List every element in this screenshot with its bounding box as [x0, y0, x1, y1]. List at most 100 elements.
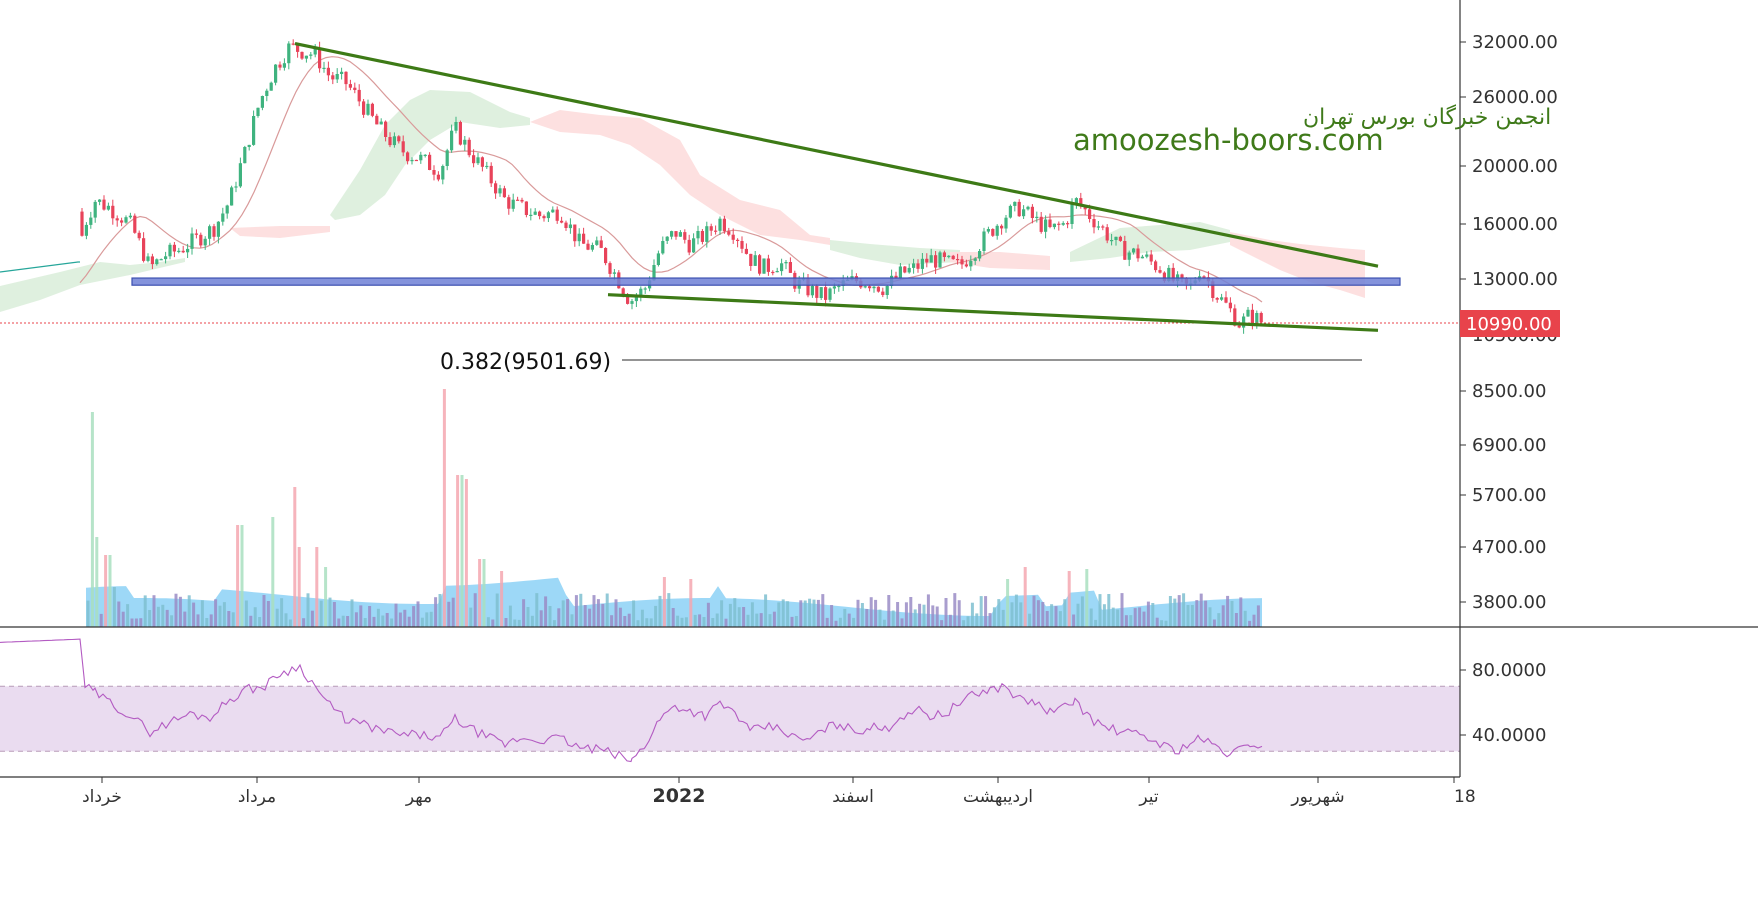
volume-bar [979, 596, 983, 627]
volume-bar [1120, 593, 1124, 627]
volume-bar [566, 599, 570, 627]
candle-body [1088, 209, 1092, 219]
volume-bar [288, 619, 292, 627]
candle-body [384, 121, 388, 137]
volume-bar [759, 613, 763, 627]
candle-body [181, 250, 185, 253]
price-tick-label: 8500.00 [1472, 381, 1546, 402]
candle-body [1162, 272, 1166, 281]
candle-body [771, 271, 775, 274]
volume-bar [126, 604, 130, 627]
support-zone [131, 277, 1401, 286]
volume-bar [412, 606, 416, 627]
volume-bar [539, 610, 543, 627]
candle-body [441, 166, 445, 180]
candle-body [621, 288, 625, 296]
volume-bar [121, 611, 125, 627]
candle-body [208, 226, 212, 239]
volume-bar [95, 537, 99, 627]
candle-body [199, 234, 203, 246]
volume-bar [420, 617, 424, 627]
volume-bar [271, 517, 275, 627]
candle-body [458, 122, 462, 145]
candle-body [1110, 240, 1114, 242]
volume-bar [258, 617, 262, 627]
volume-bar [724, 618, 728, 627]
candle-body [326, 67, 330, 76]
volume-bar [236, 525, 240, 627]
cloud-segment-6 [1230, 232, 1365, 298]
volume-bar [900, 618, 904, 627]
volume-bar [715, 613, 719, 627]
base-line [79, 56, 1263, 303]
volume-bar [451, 597, 455, 627]
volume-bar [772, 611, 776, 627]
candle-body [1220, 297, 1224, 300]
candle-body [1039, 216, 1043, 232]
volume-bar [728, 603, 732, 627]
volume-bar [1085, 569, 1089, 627]
candle-body [1154, 261, 1158, 271]
candle-body [353, 87, 357, 90]
candle-body [243, 147, 247, 164]
volume-bar [262, 595, 266, 627]
volume-bar [143, 595, 147, 627]
candle-body [986, 229, 990, 232]
price-tick-label: 3800.00 [1472, 592, 1546, 613]
candle-body [133, 215, 137, 233]
volume-bar [601, 603, 605, 627]
candle-body [590, 245, 594, 250]
volume-bar [183, 611, 187, 627]
candle-body [1202, 276, 1206, 278]
volume-bar [275, 608, 279, 627]
candle-body [1048, 219, 1052, 227]
candle-body [247, 144, 251, 147]
volume-bar [944, 598, 948, 627]
candle-body [335, 74, 339, 80]
volume-bar [693, 614, 697, 627]
volume-bar [425, 612, 429, 627]
volume-bar [636, 620, 640, 627]
volume-bar [940, 620, 944, 627]
candle-body [84, 224, 88, 236]
candle-body [665, 236, 669, 241]
volume-bar [764, 594, 768, 627]
candle-body [700, 231, 704, 242]
candle-body [485, 165, 489, 168]
volume-bar [891, 610, 895, 627]
candle-body [379, 121, 383, 125]
candle-body [678, 232, 682, 237]
trendline-lower [607, 293, 1379, 332]
candle-body [1237, 325, 1241, 328]
volume-bar [456, 475, 460, 627]
volume-bar [253, 607, 257, 627]
candle-body [722, 218, 726, 232]
x-tick-label: 18 [1454, 787, 1476, 807]
volume-bar [953, 593, 957, 627]
volume-bar [1058, 611, 1062, 627]
candle-body [115, 218, 119, 221]
volume-bar [372, 616, 376, 627]
volume-bar [882, 619, 886, 627]
volume-bar [970, 602, 974, 627]
x-tick-label: 2022 [653, 785, 706, 807]
volume-bar [134, 618, 138, 627]
volume-bar [148, 610, 152, 627]
volume-bar [530, 615, 534, 627]
candle-body [1233, 308, 1237, 326]
volume-bar [706, 602, 710, 627]
volume-bar [922, 604, 926, 627]
x-tick-label: مرداد [238, 787, 276, 807]
volume-bar [984, 596, 988, 627]
candle-body [815, 286, 819, 298]
volume-bar [746, 614, 750, 627]
candle-body [507, 197, 511, 209]
candle-body [1114, 236, 1118, 240]
candle-body [432, 170, 436, 175]
volume-bar [200, 600, 204, 627]
volume-bar [720, 600, 724, 627]
volume-bar [1102, 604, 1106, 627]
price-tick-label: 16000.00 [1472, 214, 1558, 235]
volume-bar [354, 612, 358, 627]
candle-body [1096, 226, 1100, 228]
